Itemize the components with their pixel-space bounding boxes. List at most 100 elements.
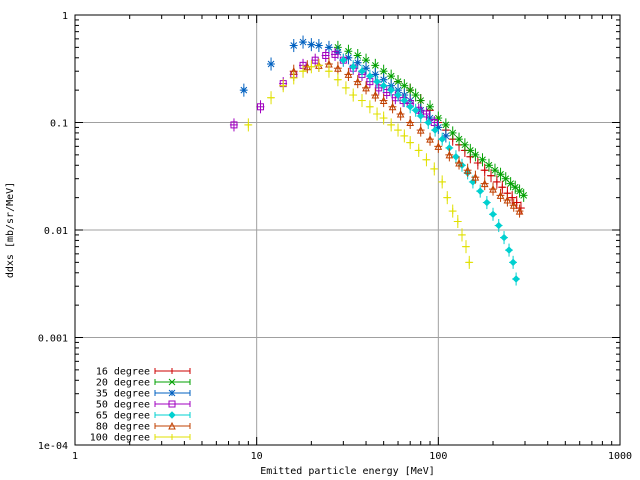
- data-point: [298, 64, 307, 78]
- point-marker: [345, 54, 352, 62]
- point-marker: [406, 103, 414, 111]
- data-point: [267, 57, 275, 71]
- point-marker: [497, 170, 504, 178]
- data-point: [330, 47, 339, 61]
- point-marker: [387, 86, 395, 94]
- point-marker: [267, 60, 275, 68]
- data-point: [476, 184, 485, 198]
- point-marker: [472, 151, 479, 159]
- point-marker: [509, 258, 517, 267]
- data-point: [357, 94, 366, 108]
- legend-item: 16 degree: [96, 367, 191, 378]
- data-point: [445, 148, 454, 162]
- data-point: [480, 163, 489, 177]
- data-point: [492, 175, 501, 189]
- point-marker: [373, 77, 381, 86]
- legend-marker: [169, 434, 175, 440]
- point-marker: [375, 84, 383, 92]
- x-tick-label: 100: [429, 451, 447, 462]
- data-point: [508, 191, 517, 205]
- data-point: [486, 169, 495, 183]
- data-point: [480, 177, 489, 191]
- data-point: [321, 48, 330, 63]
- point-marker: [387, 72, 395, 80]
- point-marker: [438, 135, 446, 143]
- legend-marker: [168, 400, 176, 408]
- point-marker: [344, 70, 353, 78]
- point-marker: [417, 97, 425, 104]
- data-point: [311, 53, 320, 67]
- data-point: [478, 153, 487, 167]
- point-marker: [299, 38, 307, 46]
- legend-label: 80 degree: [96, 422, 150, 433]
- data-point: [393, 88, 402, 102]
- point-marker: [362, 83, 370, 92]
- legend-marker: [168, 389, 176, 397]
- data-point: [471, 148, 480, 162]
- x-axis-label: Emitted particle energy [MeV]: [260, 466, 435, 477]
- point-marker: [485, 161, 493, 169]
- point-marker: [315, 62, 322, 69]
- point-marker: [442, 132, 450, 140]
- data-point: [498, 180, 507, 194]
- point-marker: [345, 47, 352, 55]
- data-point: [373, 75, 381, 89]
- data-point: [244, 118, 253, 132]
- data-point: [382, 86, 391, 100]
- data-point: [371, 67, 380, 81]
- point-marker: [454, 218, 461, 225]
- point-marker: [362, 56, 370, 64]
- data-point: [387, 118, 396, 132]
- point-marker: [257, 103, 265, 111]
- point-marker: [488, 172, 495, 179]
- data-point: [496, 188, 505, 202]
- point-marker: [354, 59, 362, 67]
- point-marker: [479, 156, 486, 164]
- data-point: [425, 100, 434, 114]
- data-point: [400, 129, 409, 143]
- point-marker: [383, 89, 391, 97]
- point-marker: [349, 63, 357, 71]
- point-marker: [489, 185, 497, 193]
- data-point: [353, 56, 362, 70]
- data-point: [307, 38, 316, 52]
- point-marker: [512, 275, 520, 283]
- point-marker: [439, 178, 446, 185]
- point-marker: [455, 158, 463, 167]
- data-point: [365, 100, 374, 114]
- point-marker: [489, 210, 497, 218]
- point-marker: [416, 125, 425, 134]
- grid-lines: [75, 15, 620, 445]
- data-point: [333, 61, 342, 75]
- point-marker: [371, 90, 380, 99]
- point-marker: [406, 118, 415, 126]
- point-marker: [496, 191, 505, 199]
- point-marker: [503, 195, 512, 204]
- point-marker: [325, 44, 333, 51]
- point-marker: [505, 246, 513, 254]
- legend-marker: [169, 368, 175, 374]
- legend-label: 20 degree: [96, 378, 150, 389]
- series-2: [333, 40, 528, 202]
- data-point: [500, 231, 508, 245]
- point-marker: [380, 115, 387, 122]
- data-point: [457, 228, 466, 242]
- data-point: [298, 35, 307, 49]
- point-marker: [388, 102, 397, 111]
- point-marker: [268, 94, 275, 101]
- point-marker: [495, 221, 503, 230]
- point-marker: [412, 91, 419, 99]
- point-marker: [394, 78, 402, 85]
- data-point: [289, 71, 298, 85]
- point-marker: [400, 96, 409, 105]
- point-marker: [358, 97, 365, 104]
- data-point: [344, 67, 353, 81]
- point-marker: [407, 139, 414, 146]
- data-point: [424, 115, 433, 130]
- point-marker: [322, 52, 330, 60]
- data-point: [506, 177, 515, 191]
- point-marker: [362, 64, 370, 72]
- data-point: [443, 191, 452, 205]
- data-point: [406, 115, 415, 130]
